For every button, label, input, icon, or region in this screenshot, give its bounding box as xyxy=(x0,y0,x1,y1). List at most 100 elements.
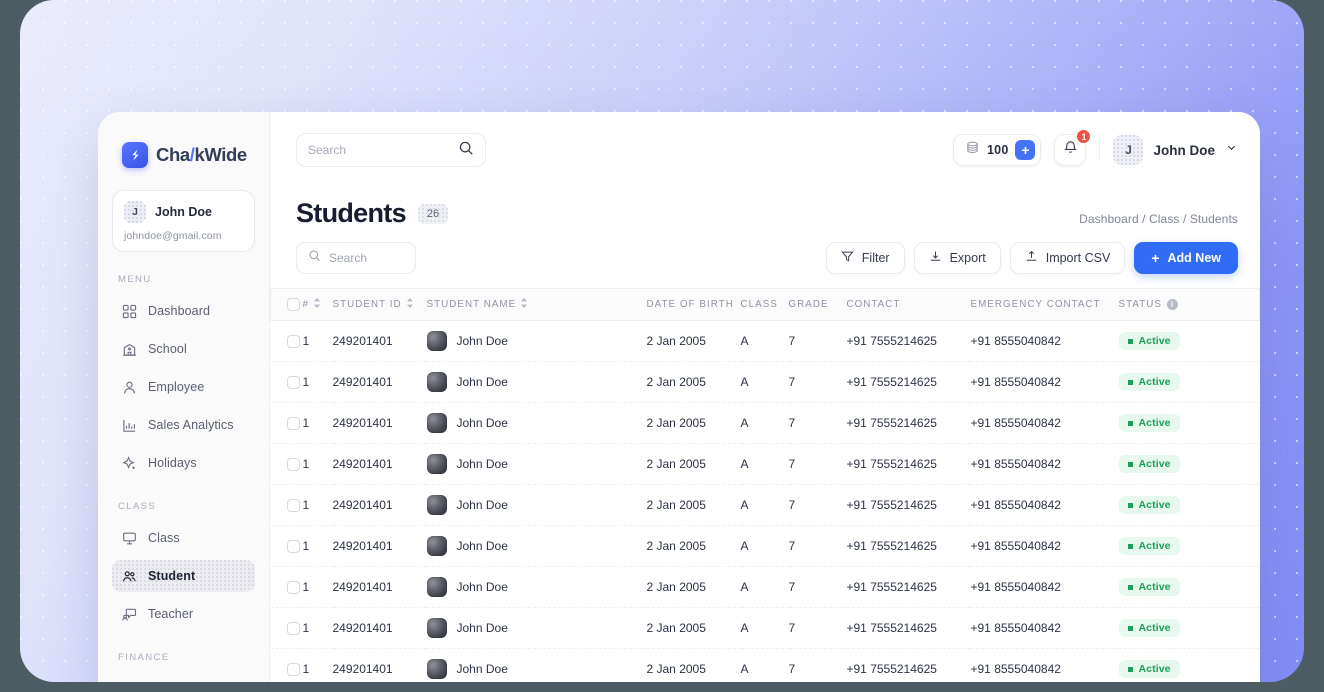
student-avatar xyxy=(426,659,447,679)
cell-status: Active xyxy=(1118,566,1260,608)
cell-student-id: 249201401 xyxy=(332,484,427,526)
table-header-row: # STUDENT ID STUDENT NAME DATE OF BIRTH … xyxy=(270,288,1260,321)
row-checkbox[interactable] xyxy=(286,498,300,512)
sidebar-item-dashboard[interactable]: Dashboard xyxy=(112,295,255,327)
sidebar-item-holidays[interactable]: Holidays xyxy=(112,447,255,479)
info-icon[interactable]: i xyxy=(1167,298,1178,310)
add-credits-button[interactable]: + xyxy=(1015,140,1036,160)
page-title: Students xyxy=(296,198,407,228)
student-avatar xyxy=(426,372,447,392)
cell-emergency-contact: +91 8555040842 xyxy=(970,525,1119,567)
table-row[interactable]: 1 249201401 John Doe 2 Jan 2005 A 7 +91 … xyxy=(270,484,1260,526)
cell-status: Active xyxy=(1118,648,1260,682)
table-row[interactable]: 1 249201401 John Doe 2 Jan 2005 A 7 +91 … xyxy=(270,607,1260,649)
cell-class: A xyxy=(740,607,789,649)
th-number[interactable]: # xyxy=(302,288,333,321)
row-checkbox[interactable] xyxy=(286,457,300,471)
status-dot-icon xyxy=(1127,666,1133,672)
export-button[interactable]: Export xyxy=(913,242,1001,274)
notifications-button[interactable]: 1 xyxy=(1054,129,1092,166)
cell-emergency-contact: +91 8555040842 xyxy=(970,361,1119,403)
sidebar-user-card[interactable]: J John Doe johndoe@gmail.com xyxy=(112,190,255,252)
row-checkbox[interactable] xyxy=(286,621,300,635)
import-csv-button[interactable]: Import CSV xyxy=(1009,242,1126,274)
table-row[interactable]: 1 249201401 John Doe 2 Jan 2005 A 7 +91 … xyxy=(270,320,1260,362)
chevron-down-icon[interactable] xyxy=(1225,141,1238,159)
breadcrumb: Dashboard / Class / Students xyxy=(1079,212,1238,226)
cell-grade: 7 xyxy=(788,402,847,444)
sort-icon[interactable] xyxy=(313,298,321,311)
student-name-text: John Doe xyxy=(456,539,508,553)
row-checkbox[interactable] xyxy=(286,580,300,594)
table-search-input[interactable]: Search xyxy=(296,242,416,274)
sidebar-item-teacher[interactable]: Teacher xyxy=(112,598,255,630)
cell-class: A xyxy=(740,320,789,362)
brand-logo[interactable]: Cha/kWide xyxy=(112,112,255,168)
sidebar-item-label: School xyxy=(148,342,187,356)
status-label: Active xyxy=(1138,581,1171,593)
add-new-button[interactable]: + Add New xyxy=(1134,242,1238,274)
row-checkbox[interactable] xyxy=(286,334,300,348)
cell-student-id: 249201401 xyxy=(332,361,427,403)
sidebar-item-label: Class xyxy=(148,531,180,545)
status-label: Active xyxy=(1138,376,1171,388)
cell-number: 1 xyxy=(302,566,333,608)
monitor-icon xyxy=(122,531,137,546)
status-dot-icon xyxy=(1127,461,1133,467)
status-label: Active xyxy=(1138,499,1171,511)
select-all-checkbox[interactable] xyxy=(287,298,300,311)
cell-select xyxy=(270,443,303,485)
nav-section-class-label: CLASS xyxy=(118,501,157,512)
row-checkbox[interactable] xyxy=(286,375,300,389)
table-row[interactable]: 1 249201401 John Doe 2 Jan 2005 A 7 +91 … xyxy=(270,566,1260,608)
sidebar-item-school[interactable]: School xyxy=(112,333,255,365)
sidebar-item-label: Holidays xyxy=(148,456,197,470)
table-search-placeholder: Search xyxy=(329,251,368,265)
search-icon[interactable] xyxy=(458,140,474,161)
table-row[interactable]: 1 249201401 John Doe 2 Jan 2005 A 7 +91 … xyxy=(270,361,1260,403)
status-dot-icon xyxy=(1127,379,1133,385)
table-row[interactable]: 1 249201401 John Doe 2 Jan 2005 A 7 +91 … xyxy=(270,402,1260,444)
cell-student-name: John Doe xyxy=(426,361,647,403)
cell-student-name: John Doe xyxy=(426,443,647,485)
th-emergency-contact: EMERGENCY CONTACT xyxy=(970,288,1119,321)
cell-grade: 7 xyxy=(788,484,847,526)
status-dot-icon xyxy=(1127,584,1133,590)
cell-number: 1 xyxy=(302,525,333,567)
cell-emergency-contact: +91 8555040842 xyxy=(970,443,1119,485)
cell-number: 1 xyxy=(302,443,333,485)
chalkwide-logo-icon xyxy=(122,142,148,168)
cell-number: 1 xyxy=(302,320,333,362)
filter-button[interactable]: Filter xyxy=(825,242,905,274)
cell-emergency-contact: +91 8555040842 xyxy=(970,566,1119,608)
cell-grade: 7 xyxy=(788,443,847,485)
row-checkbox[interactable] xyxy=(286,662,300,676)
th-student-name[interactable]: STUDENT NAME xyxy=(426,288,647,321)
sort-icon[interactable] xyxy=(520,298,528,311)
profile-menu[interactable]: J John Doe xyxy=(1113,135,1238,165)
student-avatar xyxy=(426,331,447,351)
cell-class: A xyxy=(740,648,789,682)
student-name-text: John Doe xyxy=(456,621,508,635)
nav-section-menu-label: MENU xyxy=(118,274,152,285)
th-contact: CONTACT xyxy=(846,288,971,321)
row-checkbox[interactable] xyxy=(286,539,300,553)
sort-icon[interactable] xyxy=(406,298,414,311)
cell-student-name: John Doe xyxy=(426,402,647,444)
sidebar-item-class[interactable]: Class xyxy=(112,522,255,554)
export-download-icon xyxy=(929,250,942,266)
table-row[interactable]: 1 249201401 John Doe 2 Jan 2005 A 7 +91 … xyxy=(270,648,1260,682)
credits-widget[interactable]: 100 + xyxy=(953,134,1042,166)
nav-section-finance-label: FINANCE xyxy=(118,652,170,663)
global-search-input[interactable]: Search xyxy=(296,133,486,167)
th-student-id[interactable]: STUDENT ID xyxy=(332,288,427,321)
table-row[interactable]: 1 249201401 John Doe 2 Jan 2005 A 7 +91 … xyxy=(270,443,1260,485)
sidebar-item-student[interactable]: Student xyxy=(112,560,255,592)
sidebar-item-fees[interactable]: Fees xyxy=(112,673,255,682)
sidebar-item-employee[interactable]: Employee xyxy=(112,371,255,403)
sidebar-item-sales-analytics[interactable]: Sales Analytics xyxy=(112,409,255,441)
status-badge: Active xyxy=(1118,455,1180,473)
table-row[interactable]: 1 249201401 John Doe 2 Jan 2005 A 7 +91 … xyxy=(270,525,1260,567)
row-checkbox[interactable] xyxy=(286,416,300,430)
status-dot-icon xyxy=(1127,625,1133,631)
